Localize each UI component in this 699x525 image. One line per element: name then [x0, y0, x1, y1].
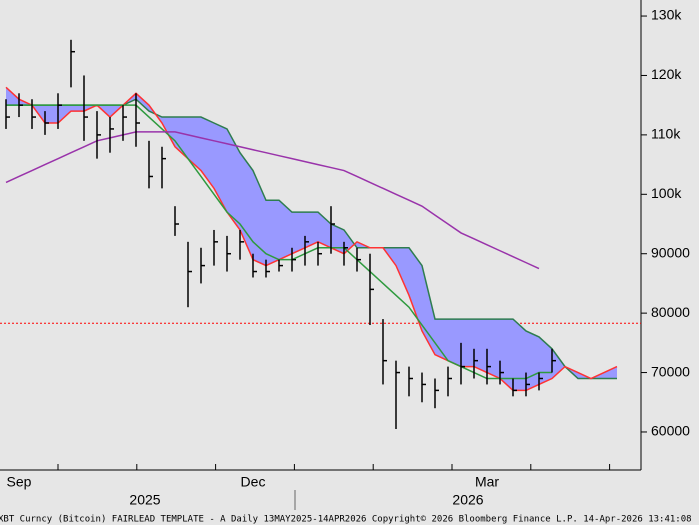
y-tick-label: 100k [651, 185, 682, 201]
x-tick-label: Mar [475, 474, 499, 490]
indicator-line [5, 131, 540, 270]
y-tick-label: 130k [651, 7, 682, 23]
year-label: 2025 [129, 492, 160, 508]
x-tick-label: Dec [241, 474, 266, 490]
y-tick-label: 70000 [651, 363, 690, 379]
year-label: 2026 [452, 492, 483, 508]
y-tick-label: 60000 [651, 423, 690, 439]
y-tick-label: 120k [651, 66, 682, 82]
y-tick-label: 90000 [651, 244, 690, 260]
cloud [6, 87, 617, 391]
footer: XBT Curncy (Bitcoin) FAIRLEAD TEMPLATE -… [0, 515, 692, 525]
x-tick-label: Sep [7, 474, 32, 490]
y-tick-label: 110k [651, 126, 681, 142]
y-tick-label: 80000 [651, 304, 690, 320]
